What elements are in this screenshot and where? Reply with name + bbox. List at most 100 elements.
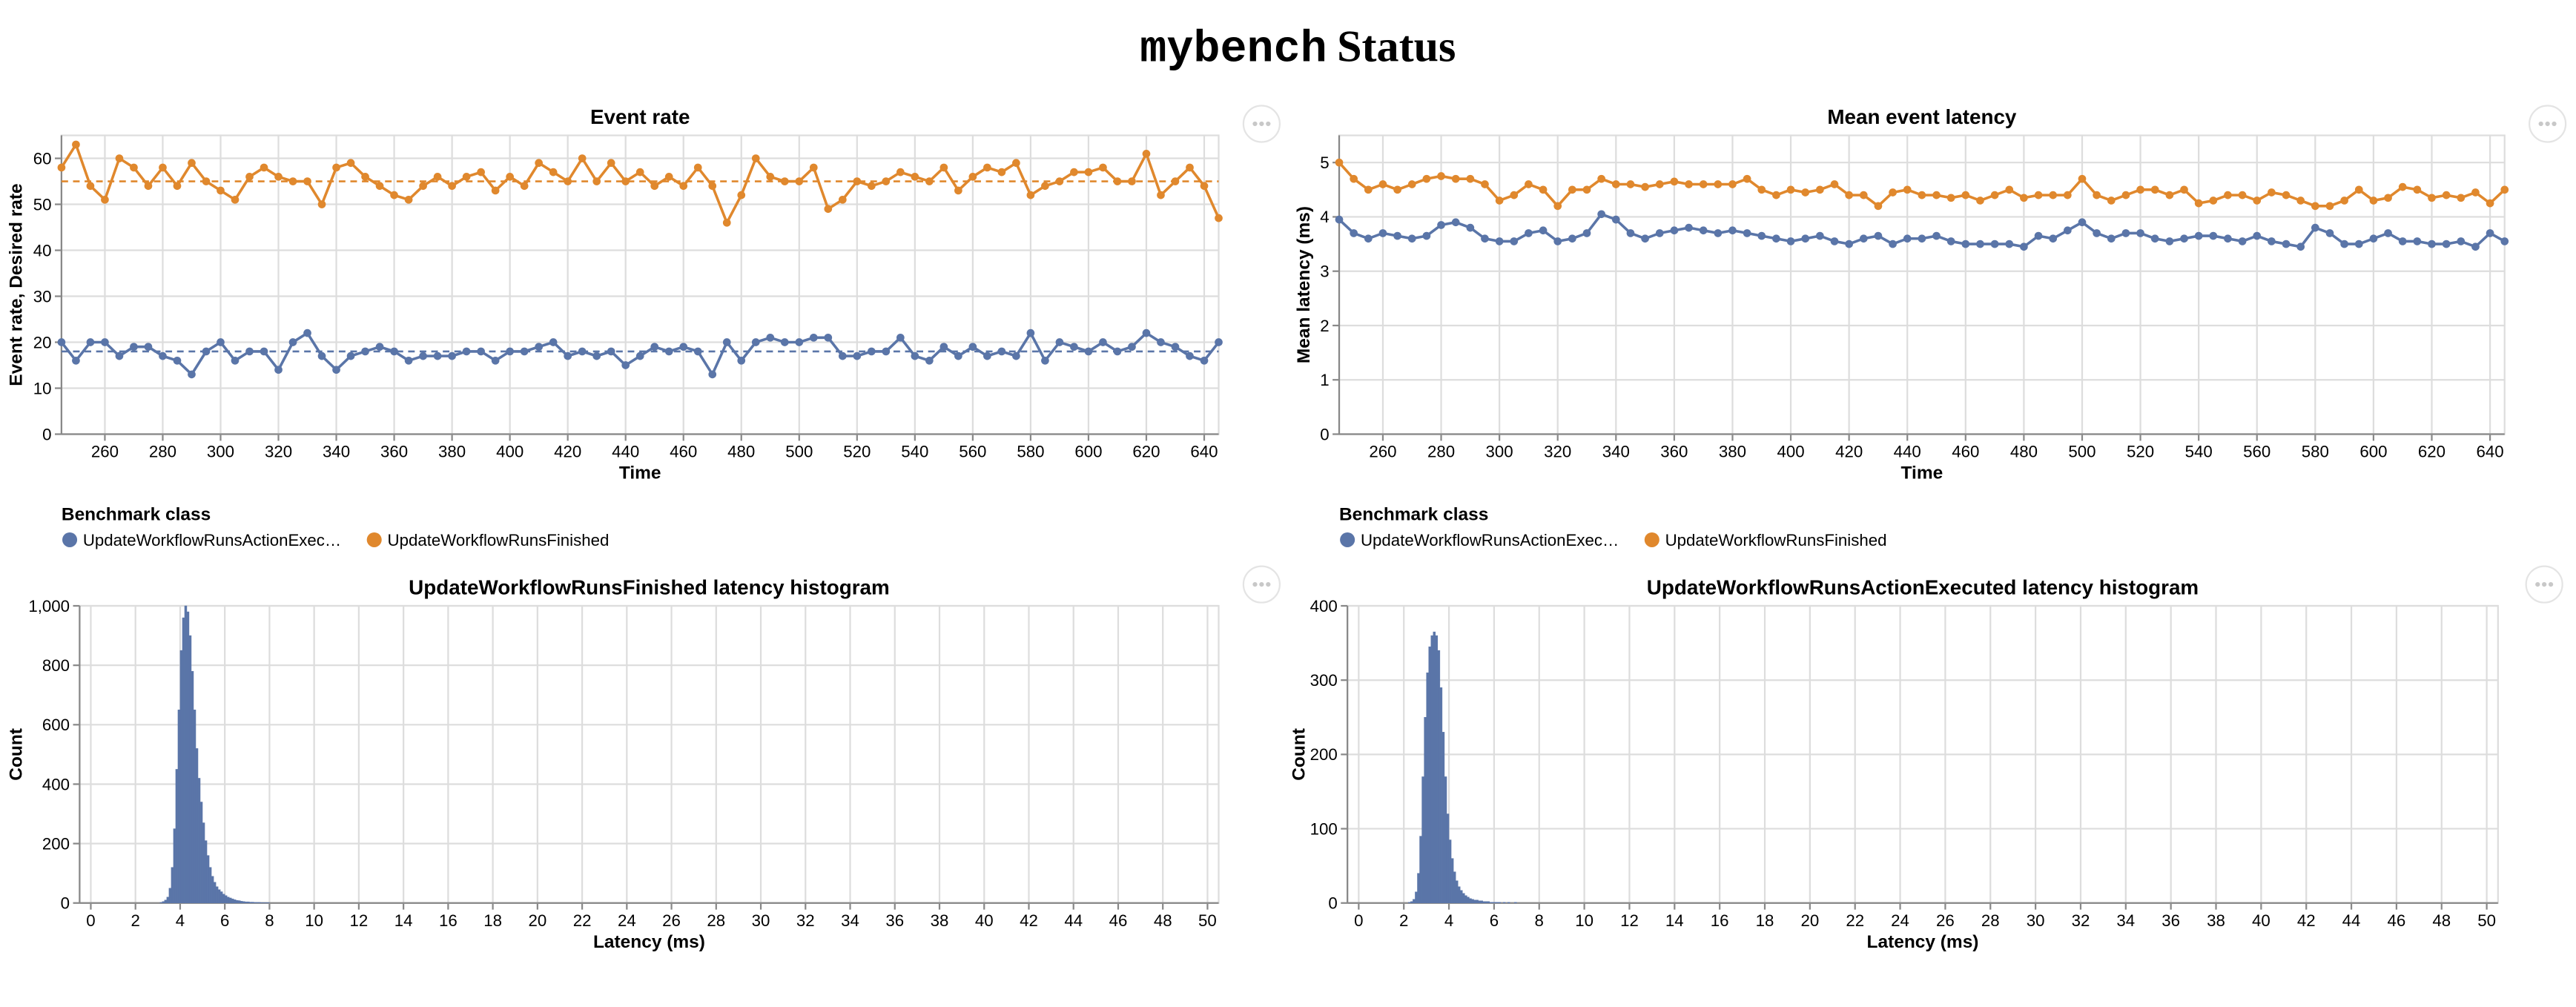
bar [159,902,163,903]
point [1525,180,1533,188]
point [824,205,833,214]
point [2034,191,2043,199]
point [1099,163,1107,172]
point [2369,234,2378,243]
x-tick-label: 560 [2243,443,2270,461]
x-tick-label: 360 [380,443,408,461]
point [2442,240,2451,248]
bar [1450,858,1454,903]
point [1772,234,1780,243]
x-tick-label: 28 [707,911,725,930]
point [650,182,659,191]
point [2471,188,2480,197]
point [2471,242,2480,251]
point [2486,199,2494,208]
point [679,182,688,191]
x-tick-label: 36 [2161,911,2180,930]
point [1378,180,1387,188]
x-tick-label: 50 [1198,911,1217,930]
bar [1410,901,1413,903]
bar [215,886,219,903]
point [2005,240,2014,248]
point [1466,223,1475,232]
x-tick-label: 4 [1444,911,1453,930]
bar [1446,813,1450,903]
bar [1408,902,1411,903]
point [1932,231,1941,240]
bar [188,635,192,903]
chart-title: UpdateWorkflowRunsFinished latency histo… [409,575,890,598]
x-tick-label: 640 [2477,443,2504,461]
x-tick-label: 6 [220,911,229,930]
point [1378,229,1387,237]
bar [193,710,196,903]
actions-button[interactable] [1242,105,1281,143]
legend-swatch [62,532,78,547]
x-tick-label: 26 [1936,911,1955,930]
bar [1476,899,1479,903]
point [260,163,268,172]
point [1611,215,1620,224]
chart-title: Event rate [590,105,690,128]
bar [236,899,239,903]
point [2049,191,2058,199]
point [2457,194,2466,202]
x-tick-label: 280 [1427,443,1455,461]
actions-button[interactable] [2529,105,2567,143]
bar [1444,776,1447,903]
bar [195,748,199,903]
point [795,338,804,346]
x-tick-label: 380 [1719,443,1746,461]
title-text: Status [1337,22,1456,71]
point [361,173,369,181]
point [2063,191,2072,199]
bar [1424,717,1427,903]
bar [206,855,210,903]
point [983,351,991,360]
point [954,351,962,360]
x-tick-label: 30 [752,911,770,930]
point [202,347,211,356]
point [1466,174,1475,183]
y-tick-label: 10 [33,379,52,397]
point [983,163,991,172]
point [635,168,644,176]
point [1757,231,1766,240]
point [621,177,630,185]
bar [168,888,172,903]
x-tick-label: 380 [438,443,466,461]
x-tick-label: 28 [1981,911,2000,930]
point [188,370,196,379]
point [1437,221,1445,229]
actions-button[interactable] [2525,565,2563,604]
point [2268,237,2276,245]
bar [179,650,183,903]
point [1157,191,1165,199]
x-tick-label: 18 [1756,911,1774,930]
point [506,347,514,356]
point [1142,150,1151,158]
point [1699,226,1708,235]
point [592,351,601,360]
legend-label: UpdateWorkflowRunsActionExec… [83,531,341,549]
point [1728,226,1737,235]
point [1510,237,1519,245]
point [578,154,587,162]
legend-label: UpdateWorkflowRunsFinished [388,531,610,549]
point [173,182,182,191]
point [1946,194,1955,202]
x-tick-label: 420 [554,443,581,461]
point [404,195,413,204]
point [2340,240,2348,248]
point [1393,231,1401,240]
x-tick-label: 14 [394,911,413,930]
x-tick-label: 340 [323,443,350,461]
bar [213,882,217,903]
bar [175,769,179,903]
point [1874,202,1883,211]
point [809,333,818,342]
x-tick-label: 480 [2010,443,2038,461]
x-tick-label: 280 [149,443,176,461]
actions-button[interactable] [1242,565,1281,604]
